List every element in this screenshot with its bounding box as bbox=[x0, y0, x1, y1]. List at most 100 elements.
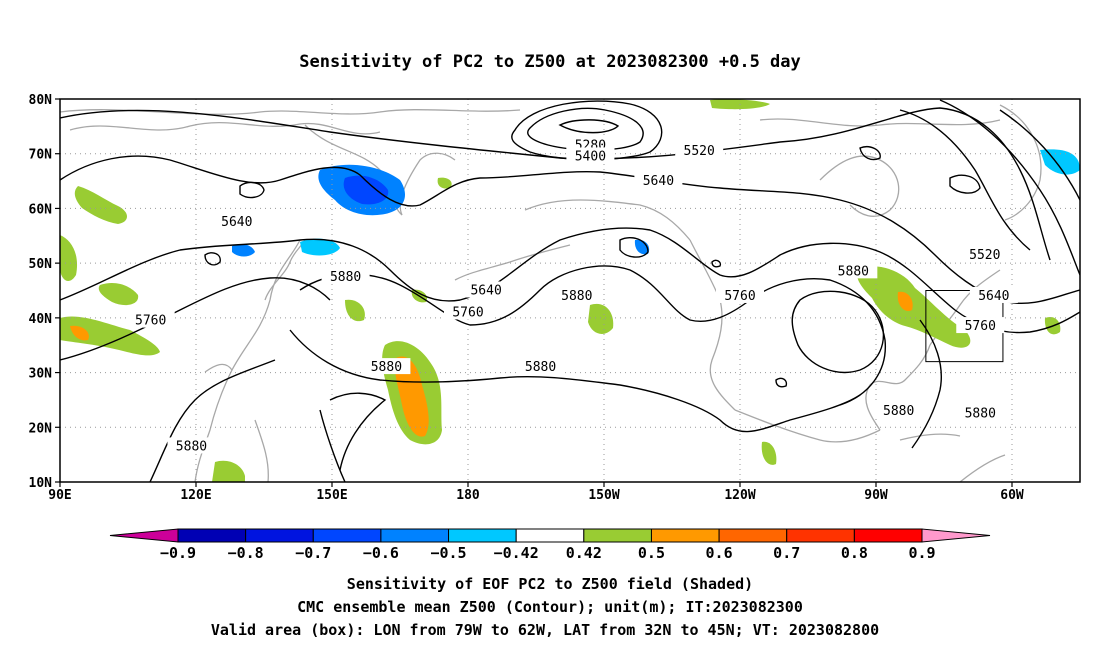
coastline-canada-west bbox=[689, 239, 736, 411]
lon-tick-label: 120W bbox=[724, 488, 755, 503]
caption-shading: Sensitivity of EOF PC2 to Z500 field (Sh… bbox=[347, 575, 753, 593]
caption-valid-area: Valid area (box): LON from 79W to 62W, L… bbox=[211, 621, 879, 639]
patch-positive-7 bbox=[74, 186, 127, 224]
contour-south-loop-2 bbox=[319, 409, 346, 482]
colorbar-label: 0.8 bbox=[841, 544, 868, 562]
lat-tick-label: 10N bbox=[29, 476, 53, 491]
figure-title: Sensitivity of PC2 to Z500 at 2023082300… bbox=[299, 52, 801, 72]
contour-east-5520 bbox=[999, 109, 1080, 201]
lon-tick-label: 150W bbox=[588, 488, 619, 503]
colorbar-segment bbox=[312, 528, 382, 543]
contour-small-1 bbox=[239, 181, 265, 199]
lon-tick-label: 180 bbox=[456, 488, 480, 503]
contour-small-4 bbox=[859, 146, 881, 161]
colorbar-label: 0.5 bbox=[638, 544, 665, 562]
colorbar-segment bbox=[380, 528, 450, 543]
colorbar-label: −0.7 bbox=[295, 544, 331, 562]
contour-label: 5760 bbox=[135, 314, 166, 329]
patch-positive-6 bbox=[60, 235, 78, 282]
contour-label-bg bbox=[956, 317, 1005, 334]
patch-negative-2 bbox=[300, 238, 340, 256]
coastlines bbox=[60, 104, 1042, 482]
coastline-alaska bbox=[524, 199, 691, 241]
contour-label-bg bbox=[956, 404, 1005, 421]
contour-label: 5640 bbox=[643, 174, 674, 189]
colorbar-segment bbox=[245, 528, 314, 543]
contour-5880-closed-atlantic bbox=[791, 290, 885, 374]
contour-label-bg bbox=[566, 147, 615, 164]
lat-tick-label: 20N bbox=[29, 421, 53, 436]
contour-label: 5880 bbox=[838, 264, 869, 279]
patch-positive-15 bbox=[437, 177, 452, 189]
lat-tick-label: 80N bbox=[29, 93, 53, 108]
coastline-caribbean bbox=[899, 433, 961, 441]
contour-small-2 bbox=[204, 252, 221, 266]
patch-positive-10 bbox=[588, 303, 614, 334]
latitude-axis: 80N 70N 60N 50N 40N 30N 20N 10N bbox=[29, 93, 60, 491]
contour-5880-west bbox=[60, 277, 331, 361]
colorbar-label: −0.5 bbox=[430, 544, 466, 562]
lon-tick-label: 60W bbox=[1000, 488, 1024, 503]
coastline-siberia-inner bbox=[69, 121, 381, 135]
colorbar-segment bbox=[718, 528, 788, 543]
lat-tick-label: 40N bbox=[29, 312, 53, 327]
caption-contour: CMC ensemble mean Z500 (Contour); unit(m… bbox=[297, 598, 803, 616]
contour-small-7 bbox=[775, 377, 788, 388]
lon-tick-label: 120E bbox=[180, 488, 211, 503]
contour-label: 5880 bbox=[176, 439, 207, 454]
contour-label: 5880 bbox=[330, 270, 361, 285]
lon-tick-label: 150E bbox=[316, 488, 347, 503]
patch-negative-okhotsk-core bbox=[343, 175, 389, 205]
z500-contours bbox=[60, 99, 1080, 482]
patch-positive-central-pacific-core bbox=[394, 356, 429, 437]
colorbar-segment bbox=[583, 528, 652, 543]
colorbar-segment bbox=[177, 528, 247, 543]
contour-label: 5760 bbox=[965, 319, 996, 334]
contour-label-bg bbox=[362, 358, 411, 375]
contour-label-bg bbox=[444, 303, 492, 320]
contour-label: 5760 bbox=[452, 305, 483, 320]
lat-tick-label: 30N bbox=[29, 367, 53, 382]
contour-label: 5760 bbox=[724, 289, 755, 304]
coastline-south-america bbox=[959, 454, 1006, 482]
lon-tick-label: 90W bbox=[864, 488, 888, 503]
patch-negative-4 bbox=[1040, 149, 1080, 175]
colorbar-label: 0.6 bbox=[706, 544, 733, 562]
contour-5880-east bbox=[911, 319, 942, 449]
contour-label-bg bbox=[634, 172, 683, 189]
coastline-philippines bbox=[254, 419, 269, 482]
colorbar-segment bbox=[515, 528, 585, 543]
contour-label-bg bbox=[960, 245, 1009, 262]
contour-small-5 bbox=[949, 174, 981, 194]
contour-label: 5640 bbox=[470, 284, 501, 299]
contour-label: 5880 bbox=[883, 404, 914, 419]
contour-small-3 bbox=[619, 236, 649, 258]
contour-label: 5880 bbox=[371, 360, 402, 375]
contour-small-6 bbox=[711, 259, 722, 268]
colorbar-label: −0.42 bbox=[494, 544, 539, 562]
contour-label: 5520 bbox=[684, 144, 715, 159]
contour-label-bg bbox=[552, 286, 601, 303]
contour-label: 5640 bbox=[221, 215, 252, 230]
contour-5760-main bbox=[60, 227, 1080, 334]
patch-positive-12 bbox=[761, 441, 777, 465]
patch-negative-3 bbox=[232, 244, 255, 257]
contour-east-5640 bbox=[899, 109, 1031, 251]
contour-label-bg bbox=[167, 437, 216, 454]
contour-label: 5520 bbox=[969, 248, 1000, 263]
coastline-aleutians bbox=[454, 244, 571, 281]
contour-5280-inner-1 bbox=[558, 119, 620, 134]
contour-label-bg bbox=[716, 286, 764, 303]
patch-positive-nova-scotia bbox=[857, 266, 971, 348]
colorbar-label: 0.9 bbox=[908, 544, 935, 562]
colorbar-segment bbox=[448, 528, 517, 543]
map-frame bbox=[59, 98, 1081, 483]
colorbar-label: 0.42 bbox=[566, 544, 602, 562]
patch-positive-west-asia bbox=[60, 316, 160, 356]
colorbar-low-end bbox=[109, 528, 179, 543]
colorbar-label: −0.6 bbox=[363, 544, 399, 562]
lat-tick-label: 60N bbox=[29, 202, 53, 217]
patch-positive-14 bbox=[212, 460, 245, 482]
